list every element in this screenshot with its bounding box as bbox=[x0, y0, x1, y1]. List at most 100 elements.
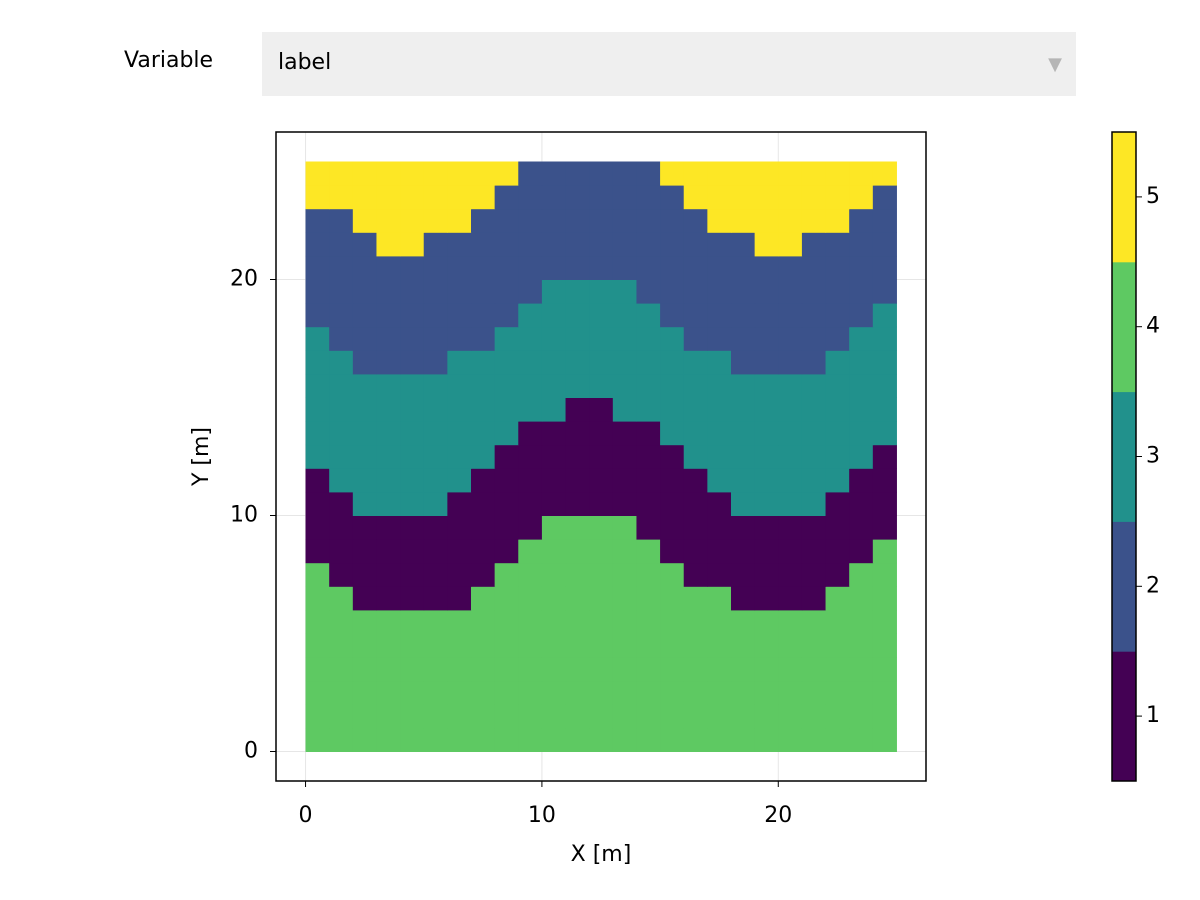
heatmap-cell bbox=[305, 279, 330, 304]
heatmap-cell bbox=[305, 208, 330, 233]
heatmap-cell bbox=[447, 326, 472, 351]
heatmap-cell bbox=[471, 586, 496, 611]
heatmap-cell bbox=[731, 255, 756, 280]
heatmap-cell bbox=[494, 704, 519, 729]
heatmap-cell bbox=[707, 515, 732, 540]
heatmap-cell bbox=[683, 397, 708, 422]
heatmap-cell bbox=[683, 727, 708, 752]
heatmap-cell bbox=[447, 208, 472, 233]
heatmap-cell bbox=[683, 373, 708, 398]
heatmap-cell bbox=[612, 161, 637, 186]
heatmap-cell bbox=[754, 161, 779, 186]
heatmap-cell bbox=[731, 515, 756, 540]
heatmap-cell bbox=[731, 326, 756, 351]
heatmap-cell bbox=[400, 208, 425, 233]
heatmap-cell bbox=[541, 255, 567, 280]
heatmap-cell bbox=[423, 609, 448, 634]
heatmap-cell bbox=[305, 373, 330, 398]
heatmap-cell bbox=[352, 255, 377, 280]
heatmap-cell bbox=[589, 704, 614, 729]
heatmap-cell bbox=[541, 208, 567, 233]
heatmap-cell bbox=[541, 491, 567, 516]
heatmap-cell bbox=[471, 421, 496, 446]
heatmap-cell bbox=[329, 232, 354, 257]
heatmap-cell bbox=[872, 727, 897, 752]
heatmap-cell bbox=[872, 515, 897, 540]
heatmap-cell bbox=[589, 232, 614, 257]
heatmap-cell bbox=[707, 421, 732, 446]
heatmap-cell bbox=[400, 255, 425, 280]
heatmap-cell bbox=[683, 303, 708, 328]
heatmap-cell bbox=[589, 350, 614, 375]
heatmap-cell bbox=[329, 704, 354, 729]
heatmap-cell bbox=[589, 491, 614, 516]
heatmap-cell bbox=[612, 539, 637, 564]
heatmap-cell bbox=[518, 491, 543, 516]
heatmap-cell bbox=[494, 185, 519, 210]
heatmap-cell bbox=[471, 373, 496, 398]
heatmap-cell bbox=[589, 326, 614, 351]
heatmap-cell bbox=[825, 255, 850, 280]
heatmap-cell bbox=[849, 350, 874, 375]
heatmap-cell bbox=[376, 539, 401, 564]
heatmap-cell bbox=[305, 680, 330, 705]
heatmap-cell bbox=[801, 326, 827, 351]
heatmap-cell bbox=[660, 657, 685, 682]
heatmap-cell bbox=[825, 397, 850, 422]
heatmap-cell bbox=[376, 326, 401, 351]
heatmap-cell bbox=[636, 539, 661, 564]
heatmap-cell bbox=[352, 232, 377, 257]
heatmap-cell bbox=[636, 657, 661, 682]
heatmap-cell bbox=[494, 397, 519, 422]
heatmap-cell bbox=[872, 657, 897, 682]
heatmap-cell bbox=[683, 704, 708, 729]
heatmap-cell bbox=[612, 633, 637, 658]
heatmap-cell bbox=[494, 468, 519, 493]
heatmap-cell bbox=[778, 609, 803, 634]
heatmap-cell bbox=[707, 161, 732, 186]
heatmap-cell bbox=[778, 515, 803, 540]
heatmap-cell bbox=[352, 727, 377, 752]
heatmap-cell bbox=[518, 680, 543, 705]
heatmap-cell bbox=[612, 468, 637, 493]
heatmap-cell bbox=[565, 491, 590, 516]
heatmap-cell bbox=[731, 491, 756, 516]
heatmap-cell bbox=[471, 680, 496, 705]
heatmap-cell bbox=[447, 421, 472, 446]
heatmap-cell bbox=[518, 704, 543, 729]
heatmap-cell bbox=[872, 279, 897, 304]
heatmap-cell bbox=[801, 232, 827, 257]
colorbar-tick-label: 4 bbox=[1146, 314, 1160, 339]
heatmap-cell bbox=[612, 397, 637, 422]
heatmap-cell bbox=[660, 609, 685, 634]
heatmap-cell bbox=[872, 421, 897, 446]
heatmap-cell bbox=[754, 657, 779, 682]
heatmap-cell bbox=[494, 515, 519, 540]
heatmap-cell bbox=[731, 704, 756, 729]
heatmap-cell bbox=[778, 350, 803, 375]
heatmap-cell bbox=[589, 373, 614, 398]
heatmap-cell bbox=[494, 232, 519, 257]
heatmap-cell bbox=[683, 161, 708, 186]
heatmap-cell bbox=[801, 680, 827, 705]
heatmap-cell bbox=[872, 373, 897, 398]
heatmap-cell bbox=[400, 657, 425, 682]
heatmap-cell bbox=[471, 397, 496, 422]
heatmap-cell bbox=[565, 232, 590, 257]
heatmap-cell bbox=[471, 727, 496, 752]
heatmap-cell bbox=[305, 397, 330, 422]
heatmap-cell bbox=[612, 185, 637, 210]
heatmap-cell bbox=[565, 350, 590, 375]
variable-dropdown[interactable]: label ▼ bbox=[262, 32, 1076, 96]
heatmap-cell bbox=[778, 185, 803, 210]
heatmap-cell bbox=[683, 491, 708, 516]
heatmap-cell bbox=[541, 185, 567, 210]
heatmap-cell bbox=[872, 468, 897, 493]
heatmap-cell bbox=[683, 444, 708, 469]
heatmap-cell bbox=[849, 326, 874, 351]
heatmap-cell bbox=[518, 232, 543, 257]
heatmap-cell bbox=[400, 468, 425, 493]
heatmap-cell bbox=[683, 185, 708, 210]
heatmap-cell bbox=[447, 350, 472, 375]
heatmap-cell bbox=[329, 562, 354, 587]
